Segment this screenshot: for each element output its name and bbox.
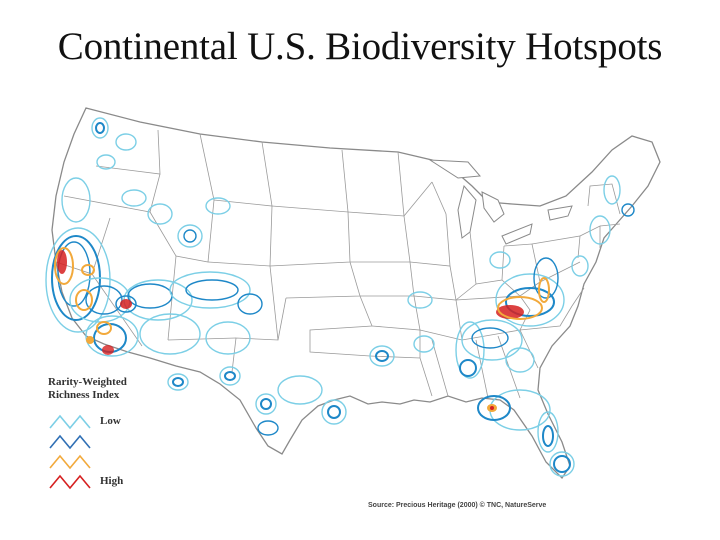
legend-label-low: Low <box>100 415 121 427</box>
legend-item-mid-high <box>48 452 168 470</box>
great-lakes <box>428 159 573 245</box>
slide-title: Continental U.S. Biodiversity Hotspots <box>57 25 663 68</box>
hotspot-cores <box>54 247 550 412</box>
legend-title-line1: Rarity-Weighted <box>48 376 127 388</box>
legend-swatch-mid-low-icon <box>49 434 91 450</box>
legend-item-mid-low <box>48 432 168 450</box>
legend-swatch-mid-high-icon <box>49 454 91 470</box>
map-legend: Rarity-Weighted Richness Index Low High <box>48 376 127 490</box>
source-credit: Source: Precious Heritage (2000) © TNC, … <box>368 502 547 509</box>
legend-swatch-high-icon <box>49 474 91 490</box>
legend-label-high: High <box>100 475 124 487</box>
legend-swatch-low-icon <box>49 414 91 430</box>
legend-item-high: High <box>48 472 168 490</box>
us-outline <box>51 107 661 480</box>
legend-item-low: Low <box>48 412 168 430</box>
legend-title-line2: Richness Index <box>48 389 120 401</box>
state-borders <box>55 129 621 399</box>
